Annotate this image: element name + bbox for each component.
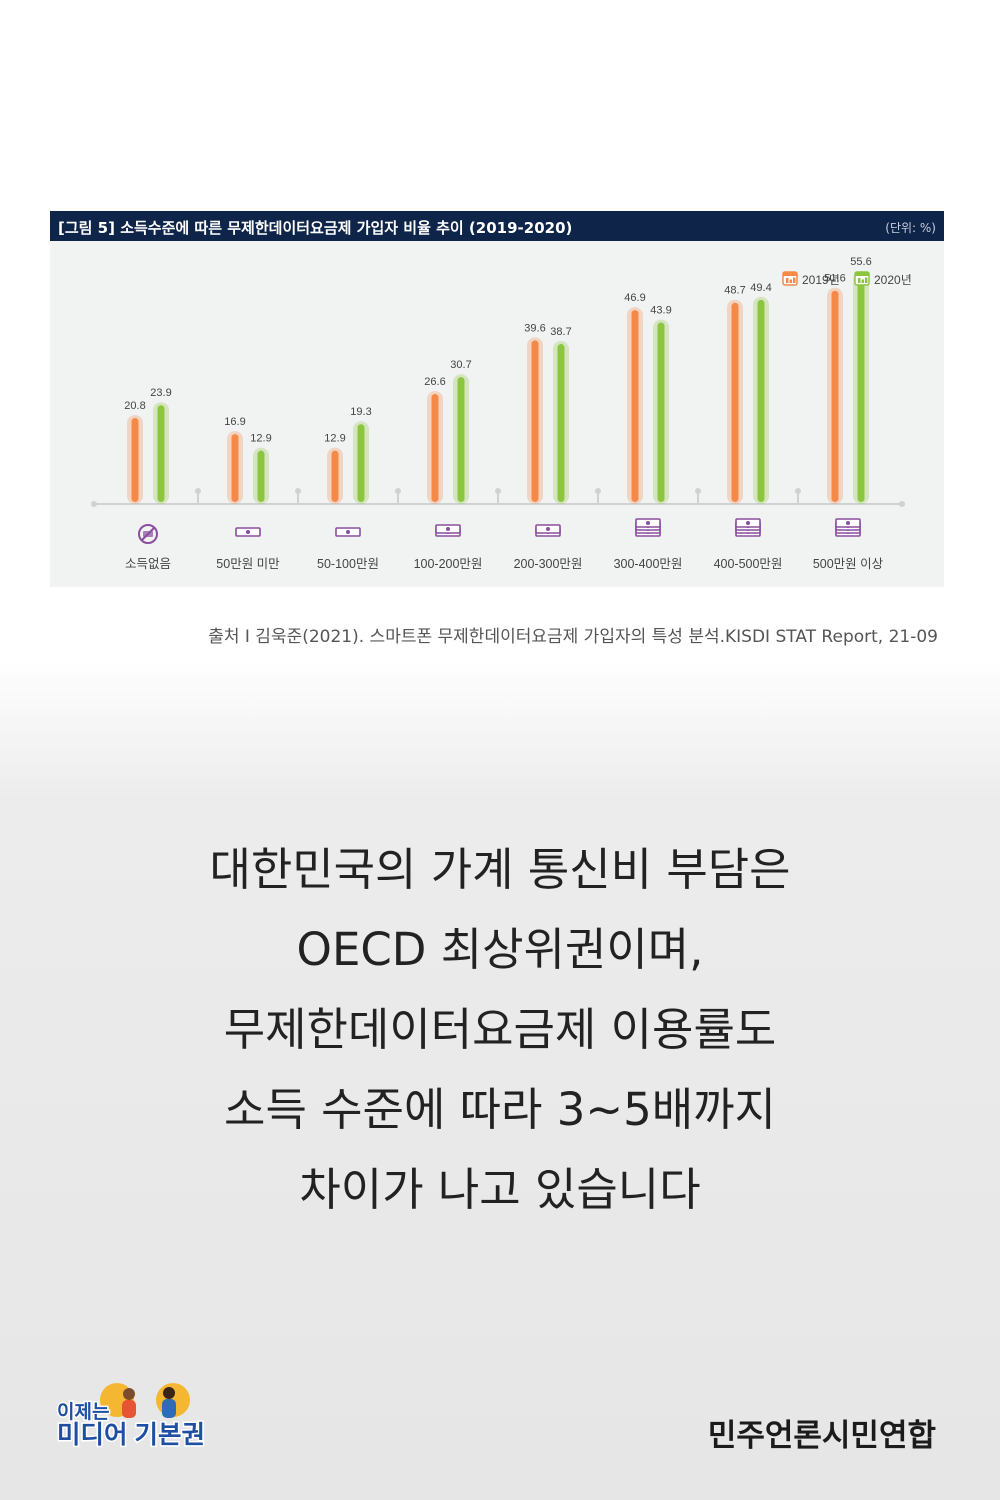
icon-coin bbox=[446, 527, 450, 531]
axis-end-dot bbox=[899, 501, 905, 507]
bar bbox=[257, 450, 265, 502]
icon-slash bbox=[141, 527, 155, 541]
message-line: OECD 최상위권이며, bbox=[296, 923, 704, 976]
category-label: 400-500만원 bbox=[714, 557, 783, 571]
data-label: 55.6 bbox=[850, 256, 871, 268]
icon-coin bbox=[846, 521, 850, 525]
bar bbox=[331, 450, 339, 502]
chart: 20.8 16.9 12.9 26.6 39.6 46.9 48.7 51.6 23.9 12.9… bbox=[91, 256, 912, 571]
chart-title: [그림 5] 소득수준에 따른 무제한데이터요금제 가입자 비율 추이 (201… bbox=[58, 219, 573, 237]
icon-coin bbox=[546, 527, 550, 531]
data-label: 19.3 bbox=[350, 406, 371, 418]
group-separator-dot bbox=[695, 488, 701, 494]
data-label: 46.9 bbox=[624, 292, 645, 304]
category-label: 300-400만원 bbox=[614, 557, 683, 571]
money-bill-icon bbox=[735, 518, 761, 537]
data-label: 30.7 bbox=[450, 359, 471, 371]
icon-bar bbox=[858, 278, 861, 283]
message-line: 대한민국의 가계 통신비 부담은 bbox=[209, 843, 791, 896]
category-label: 100-200만원 bbox=[414, 557, 483, 571]
icon-bar bbox=[789, 279, 792, 283]
bar bbox=[531, 340, 539, 502]
data-label: 20.8 bbox=[124, 400, 145, 412]
data-label: 48.7 bbox=[724, 285, 745, 297]
message-line: 소득 수준에 따라 3~5배까지 bbox=[224, 1083, 776, 1136]
legend-entry: 2019년 bbox=[802, 273, 840, 287]
no-money-icon bbox=[138, 524, 158, 544]
data-label: 12.9 bbox=[250, 433, 271, 445]
logo-people-icon bbox=[122, 1387, 176, 1418]
category-label: 50-100만원 bbox=[317, 557, 379, 571]
money-bill-icon bbox=[235, 527, 261, 537]
chart-card: 20.8 16.9 12.9 26.6 39.6 46.9 48.7 51.6 23.9 12.9… bbox=[50, 211, 944, 587]
data-label: 23.9 bbox=[150, 387, 171, 399]
money-bill-icon bbox=[635, 518, 661, 537]
icon-bar bbox=[786, 278, 789, 283]
legend-calendar-icon bbox=[782, 271, 798, 286]
campaign-logo: 이제는 미디어 기본권 bbox=[56, 1383, 207, 1450]
group-separator-dot bbox=[195, 488, 201, 494]
icon-ring bbox=[138, 524, 158, 544]
bar bbox=[357, 424, 365, 502]
main-message: 대한민국의 가계 통신비 부담은 OECD 최상위권이며, 무제한데이터요금제 … bbox=[0, 830, 1000, 1230]
bar bbox=[631, 310, 639, 502]
campaign-line-1: 이제는 bbox=[57, 1401, 109, 1423]
group-separator-dot bbox=[795, 488, 801, 494]
group-separator-dot bbox=[395, 488, 401, 494]
category-label: 소득없음 bbox=[125, 557, 171, 571]
data-label: 39.6 bbox=[524, 322, 545, 334]
data-label: 43.9 bbox=[650, 305, 671, 317]
icon-coin bbox=[646, 521, 650, 525]
category-label: 200-300만원 bbox=[514, 557, 583, 571]
icon-header bbox=[855, 272, 869, 276]
money-bill-icon bbox=[535, 524, 561, 537]
axis-end-dot bbox=[91, 501, 97, 507]
bar bbox=[657, 322, 665, 502]
data-label: 12.9 bbox=[324, 433, 345, 445]
bar bbox=[831, 290, 839, 502]
legend-entry: 2020년 bbox=[874, 273, 912, 287]
chart-unit: (단위: %) bbox=[885, 221, 936, 235]
money-bill-icon bbox=[835, 518, 861, 537]
money-bill-icon bbox=[335, 527, 361, 537]
organization-name: 민주언론시민연합 bbox=[707, 1418, 936, 1454]
icon-bar bbox=[861, 279, 864, 283]
icon-coin bbox=[746, 521, 750, 525]
icon-bar bbox=[793, 277, 796, 283]
chart-header: [그림 5] 소득수준에 따른 무제한데이터요금제 가입자 비율 추이 (201… bbox=[50, 211, 944, 241]
message-line: 차이가 나고 있습니다 bbox=[299, 1163, 701, 1216]
bar bbox=[157, 405, 165, 502]
bar bbox=[557, 344, 565, 502]
data-label: 49.4 bbox=[750, 282, 771, 294]
bar bbox=[857, 274, 865, 502]
source-citation: 출처 I 김욱준(2021). 스마트폰 무제한데이터요금제 가입자의 특성 분… bbox=[208, 627, 938, 647]
campaign-line-2: 미디어 기본권 bbox=[57, 1421, 205, 1449]
icon-header bbox=[783, 272, 797, 276]
message-line: 무제한데이터요금제 이용률도 bbox=[223, 1003, 777, 1056]
legend-calendar-icon bbox=[854, 271, 870, 286]
bar bbox=[731, 302, 739, 502]
data-label: 51.6 bbox=[824, 273, 845, 285]
data-label: 26.6 bbox=[424, 376, 445, 388]
bar bbox=[431, 394, 439, 502]
group-separator-dot bbox=[595, 488, 601, 494]
money-bill-icon bbox=[435, 524, 461, 537]
bar bbox=[231, 434, 239, 502]
data-label: 38.7 bbox=[550, 326, 571, 338]
icon-coin bbox=[346, 530, 350, 534]
icon-bar bbox=[865, 277, 868, 283]
category-label: 500만원 이상 bbox=[813, 557, 884, 571]
bar bbox=[457, 377, 465, 502]
bar bbox=[757, 299, 765, 502]
group-separator-dot bbox=[295, 488, 301, 494]
category-label: 50만원 미만 bbox=[216, 557, 280, 571]
group-separator-dot bbox=[495, 488, 501, 494]
data-label: 16.9 bbox=[224, 416, 245, 428]
bar bbox=[131, 418, 139, 502]
icon-coin bbox=[246, 530, 250, 534]
